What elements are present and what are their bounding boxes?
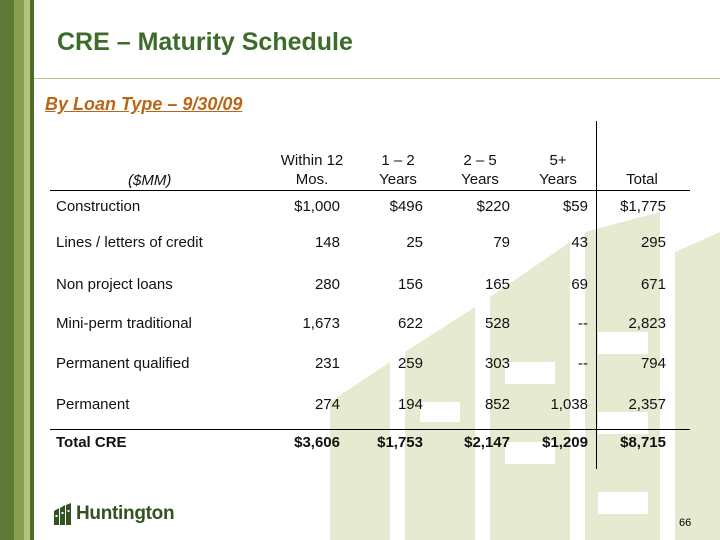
table-cell: 295	[640, 234, 666, 251]
total-cell: $8,715	[620, 434, 666, 451]
total-cell: $1,753	[377, 434, 423, 451]
column-header-line: Mos.	[295, 171, 329, 188]
table-cell: $1,000	[294, 198, 340, 215]
column-header-5-plus-years: 5+ Years	[518, 151, 598, 189]
column-header-line: Years	[379, 171, 417, 188]
table-cell: 1,673	[302, 315, 340, 332]
row-label: Construction	[56, 198, 141, 215]
table-cell: 259	[397, 355, 423, 372]
table-cell: 69	[571, 276, 588, 293]
column-header-line: Within 12	[280, 152, 344, 169]
table-cell: --	[578, 355, 588, 372]
table-cell: 231	[314, 355, 340, 372]
column-header-within-12: Within 12 Mos.	[272, 151, 352, 189]
table-cell: 528	[484, 315, 510, 332]
table-cell: 852	[484, 396, 510, 413]
table-cell: $1,775	[620, 198, 666, 215]
table-vertical-rule	[596, 121, 597, 469]
sidebar-stripe	[24, 0, 30, 540]
total-cell: $2,147	[464, 434, 510, 451]
table-cell: 274	[314, 396, 340, 413]
column-header-2-5-years: 2 – 5 Years	[440, 151, 520, 189]
table-cell: 2,357	[628, 396, 666, 413]
column-header-line: Years	[539, 171, 577, 188]
table-cell: 794	[640, 355, 666, 372]
page-subtitle: By Loan Type – 9/30/09	[45, 94, 243, 114]
table-cell: 622	[397, 315, 423, 332]
total-cell: $1,209	[542, 434, 588, 451]
huntington-logo: Huntington	[54, 503, 175, 525]
table-cell: 165	[484, 276, 510, 293]
page-title: CRE – Maturity Schedule	[57, 28, 353, 56]
huntington-emblem-icon	[54, 503, 71, 525]
table-cell: 2,823	[628, 315, 666, 332]
column-header-total: Total	[626, 171, 658, 188]
row-label: Permanent qualified	[56, 355, 190, 372]
table-cell: 194	[397, 396, 423, 413]
column-header-1-2-years: 1 – 2 Years	[358, 151, 438, 189]
column-header-line: 5+	[549, 152, 567, 169]
column-header-line: Years	[461, 171, 499, 188]
logo-text: Huntington	[76, 503, 175, 524]
row-label: Non project loans	[56, 276, 173, 293]
table-cell: $59	[562, 198, 588, 215]
table-cell: 148	[314, 234, 340, 251]
table-cell: 280	[314, 276, 340, 293]
page-number: 66	[679, 517, 692, 529]
table-header-rule	[50, 190, 690, 191]
row-label: Mini-perm traditional	[56, 315, 192, 332]
total-row-label: Total CRE	[56, 434, 127, 451]
sidebar-stripe	[14, 0, 24, 540]
sidebar-stripe	[0, 0, 14, 540]
table-cell: 303	[484, 355, 510, 372]
table-cell: 671	[640, 276, 666, 293]
table-cell: --	[578, 315, 588, 332]
total-cell: $3,606	[294, 434, 340, 451]
column-header-line: 1 – 2	[381, 152, 415, 169]
unit-label: ($MM)	[128, 172, 172, 189]
table-cell: 79	[493, 234, 510, 251]
column-header-line: 2 – 5	[463, 152, 497, 169]
sidebar-stripe	[30, 0, 34, 540]
building-watermark	[330, 212, 720, 540]
row-label: Permanent	[56, 396, 130, 413]
row-label: Lines / letters of credit	[56, 234, 203, 251]
table-cell: $496	[389, 198, 423, 215]
title-divider	[34, 78, 720, 79]
table-cell: $220	[476, 198, 510, 215]
table-cell: 25	[406, 234, 423, 251]
table-cell: 156	[397, 276, 423, 293]
table-cell: 43	[571, 234, 588, 251]
table-cell: 1,038	[550, 396, 588, 413]
table-total-rule	[50, 429, 690, 430]
